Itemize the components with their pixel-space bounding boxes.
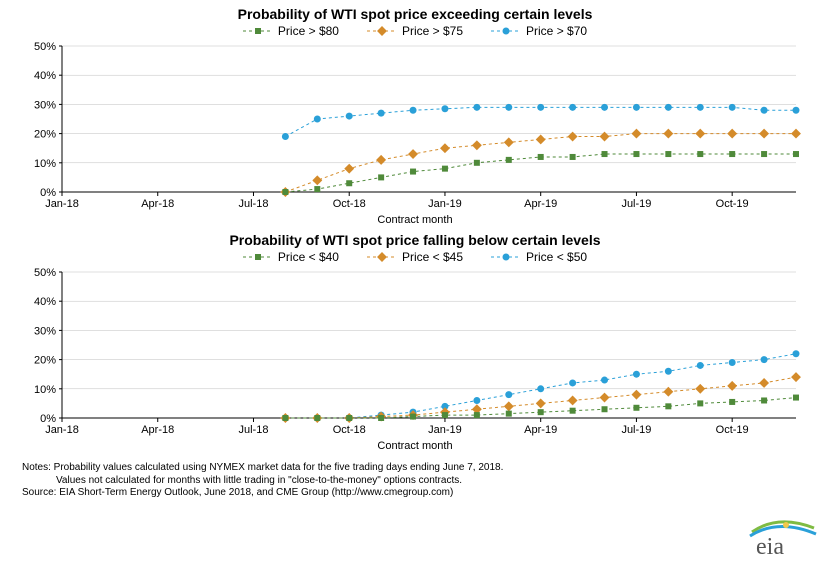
orange-marker-icon [367,252,397,262]
svg-text:40%: 40% [34,296,56,308]
svg-text:10%: 10% [34,158,56,170]
svg-text:Apr-19: Apr-19 [524,198,557,210]
legend-item: Price > $70 [491,24,587,38]
legend-label: Price > $75 [402,24,463,38]
svg-text:50%: 50% [34,267,56,279]
legend-label: Price > $70 [526,24,587,38]
notes-line1: Notes: Probability values calculated usi… [22,462,820,475]
svg-text:Jul-19: Jul-19 [621,198,651,210]
notes-line3: Source: EIA Short-Term Energy Outlook, J… [22,487,820,500]
svg-text:Apr-19: Apr-19 [524,424,557,436]
svg-text:20%: 20% [34,355,56,367]
chart1-legend: Price > $80 Price > $75 Price > $70 [20,24,810,38]
svg-text:Oct-18: Oct-18 [333,424,366,436]
svg-text:Oct-18: Oct-18 [333,198,366,210]
svg-text:Jul-18: Jul-18 [238,198,268,210]
legend-label: Price < $40 [278,250,339,264]
chart1-plot: 0%10%20%30%40%50%Jan-18Apr-18Jul-18Oct-1… [62,42,802,212]
blue-marker-icon [491,252,521,262]
svg-text:40%: 40% [34,70,56,82]
notes-line2: Values not calculated for months with li… [22,475,820,488]
eia-logo: eia [748,518,818,558]
chart1-title: Probability of WTI spot price exceeding … [20,6,810,22]
chart2-xlabel: Contract month [20,440,810,452]
legend-item: Price > $80 [243,24,339,38]
svg-text:20%: 20% [34,129,56,141]
notes-block: Notes: Probability values calculated usi… [0,458,830,500]
legend-item: Price < $50 [491,250,587,264]
chart2-legend: Price < $40 Price < $45 Price < $50 [20,250,810,264]
svg-text:Jan-19: Jan-19 [428,198,462,210]
svg-text:Jul-19: Jul-19 [621,424,651,436]
legend-item: Price < $45 [367,250,463,264]
svg-text:Jan-19: Jan-19 [428,424,462,436]
legend-label: Price < $50 [526,250,587,264]
svg-text:Jan-18: Jan-18 [45,198,79,210]
svg-text:Oct-19: Oct-19 [716,198,749,210]
legend-label: Price < $45 [402,250,463,264]
green-marker-icon [243,26,273,36]
chart1-xlabel: Contract month [20,214,810,226]
chart2-title: Probability of WTI spot price falling be… [20,232,810,248]
svg-text:Oct-19: Oct-19 [716,424,749,436]
svg-text:50%: 50% [34,41,56,53]
svg-text:Jul-18: Jul-18 [238,424,268,436]
svg-text:eia: eia [756,534,784,558]
svg-text:30%: 30% [34,99,56,111]
svg-text:10%: 10% [34,384,56,396]
green-marker-icon [243,252,273,262]
blue-marker-icon [491,26,521,36]
svg-text:Apr-18: Apr-18 [141,424,174,436]
svg-text:Apr-18: Apr-18 [141,198,174,210]
chart2-plot: 0%10%20%30%40%50%Jan-18Apr-18Jul-18Oct-1… [62,268,802,438]
legend-item: Price > $75 [367,24,463,38]
legend-item: Price < $40 [243,250,339,264]
svg-text:Jan-18: Jan-18 [45,424,79,436]
orange-marker-icon [367,26,397,36]
legend-label: Price > $80 [278,24,339,38]
svg-text:30%: 30% [34,325,56,337]
